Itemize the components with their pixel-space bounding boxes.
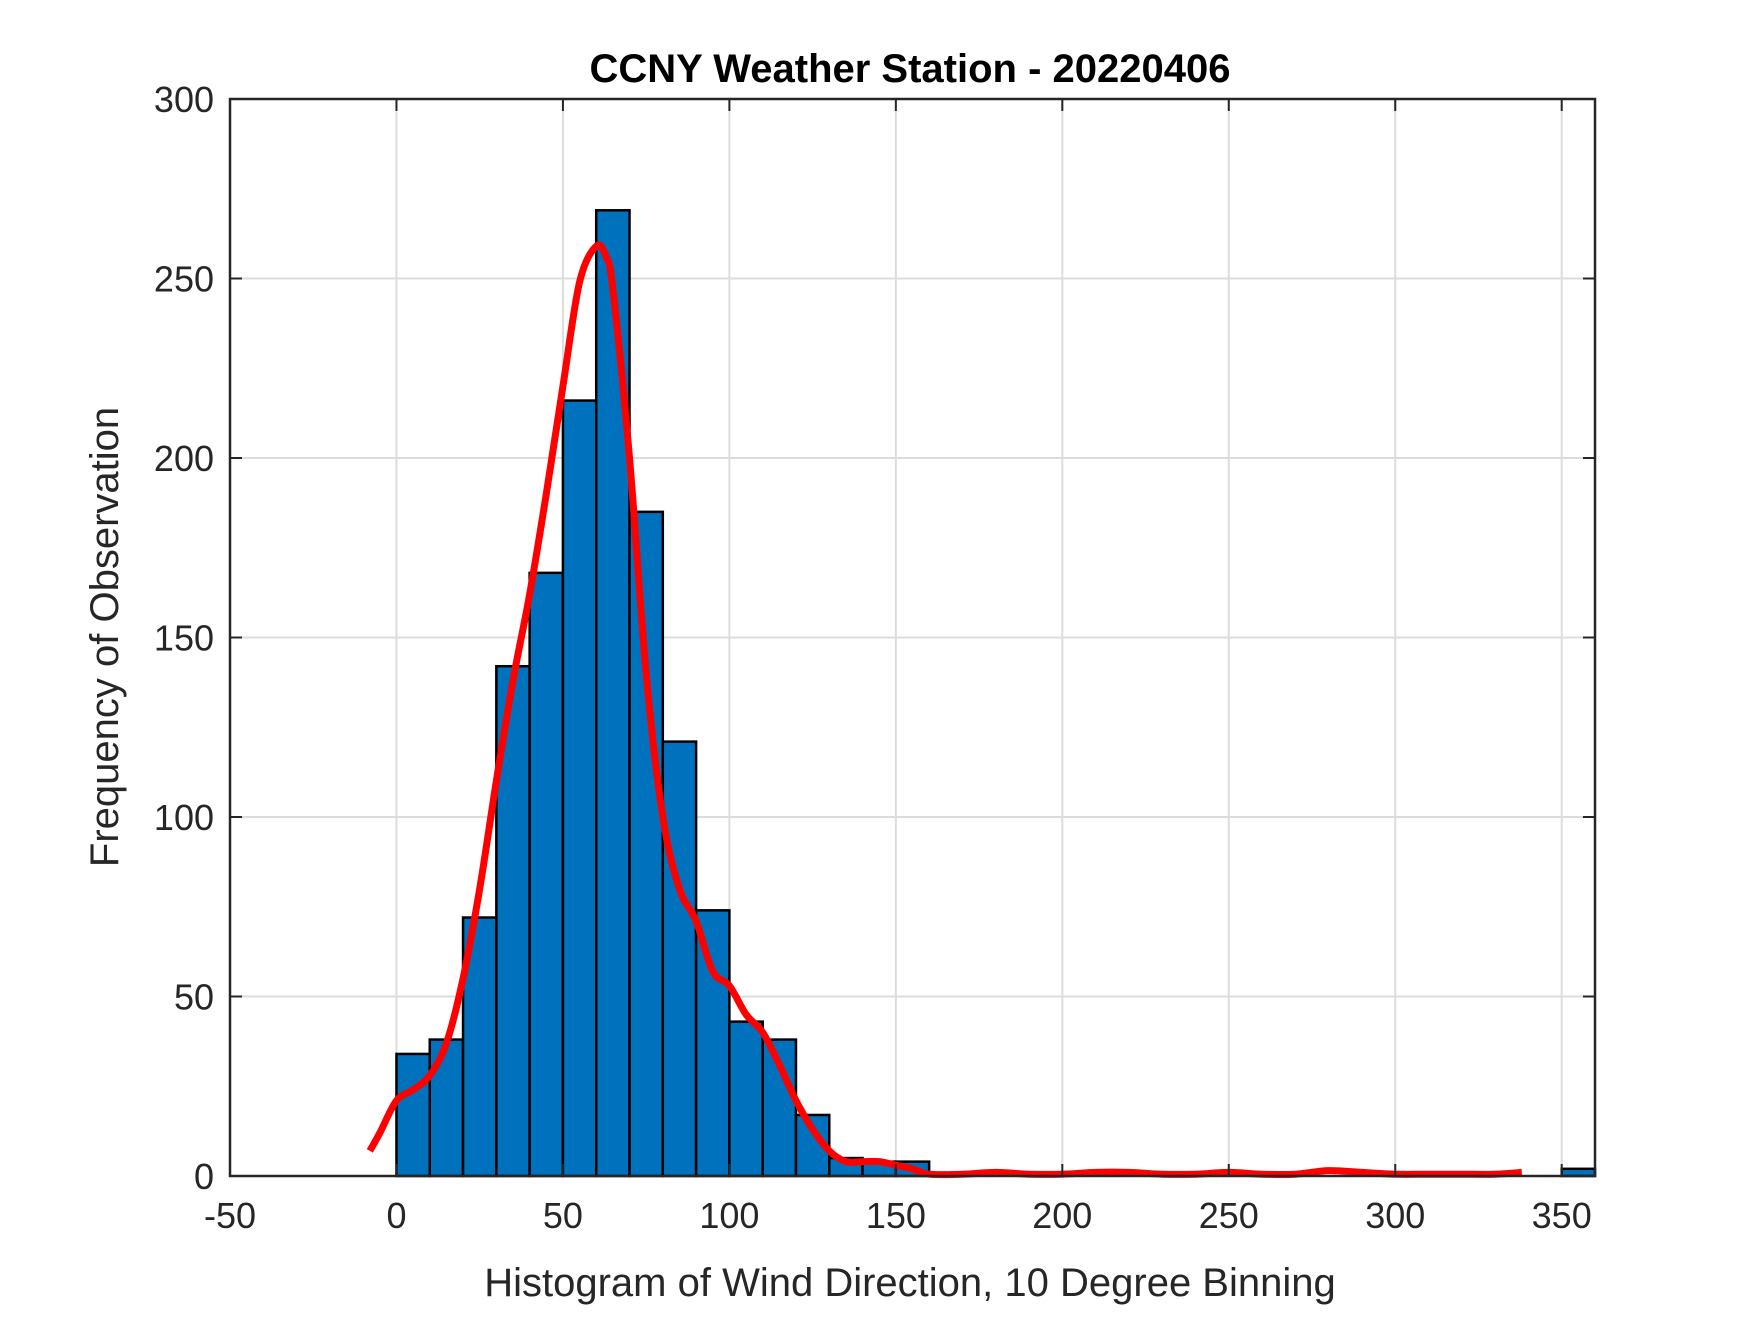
curve-layer — [366, 241, 1523, 1179]
y-tick-label: 250 — [154, 259, 214, 300]
y-axis-title: Frequency of Observation — [83, 407, 127, 867]
histogram-bar — [694, 909, 731, 1178]
y-tick-label: 100 — [154, 797, 214, 838]
grid-layer — [229, 98, 1595, 1177]
y-tick-label: 150 — [154, 618, 214, 659]
x-tick-label: 150 — [866, 1195, 926, 1236]
x-tick-label: 50 — [543, 1195, 583, 1236]
x-tick-label: -50 — [204, 1195, 256, 1236]
y-tick-label: 300 — [154, 79, 214, 120]
axes-box — [228, 97, 1597, 1178]
histogram-bar — [395, 1052, 432, 1178]
x-tick-label: 300 — [1365, 1195, 1425, 1236]
y-tick-label: 50 — [174, 977, 214, 1018]
histogram-bar — [661, 740, 698, 1178]
histogram-bar — [561, 399, 598, 1178]
x-tick-label: 250 — [1199, 1195, 1259, 1236]
chart-title: CCNY Weather Station - 20220406 — [590, 47, 1231, 91]
histogram-bar — [528, 571, 565, 1178]
histogram-bar — [628, 510, 665, 1178]
x-tick-label: 200 — [1032, 1195, 1092, 1236]
histogram-bar — [728, 1020, 764, 1178]
density-curve — [366, 241, 1523, 1179]
x-tick-label: 100 — [699, 1195, 759, 1236]
x-axis-title: Histogram of Wind Direction, 10 Degree B… — [484, 1261, 1336, 1305]
histogram-bar — [594, 209, 631, 1178]
x-tick-label: 0 — [386, 1195, 406, 1236]
x-tick-label: 350 — [1532, 1195, 1592, 1236]
histogram-bar — [428, 1038, 465, 1178]
axes-layer — [228, 97, 1597, 1178]
y-tick-label: 0 — [194, 1156, 214, 1197]
y-tick-label: 200 — [154, 438, 214, 479]
text-layer: CCNY Weather Station - 20220406 Histogra… — [83, 47, 1592, 1305]
